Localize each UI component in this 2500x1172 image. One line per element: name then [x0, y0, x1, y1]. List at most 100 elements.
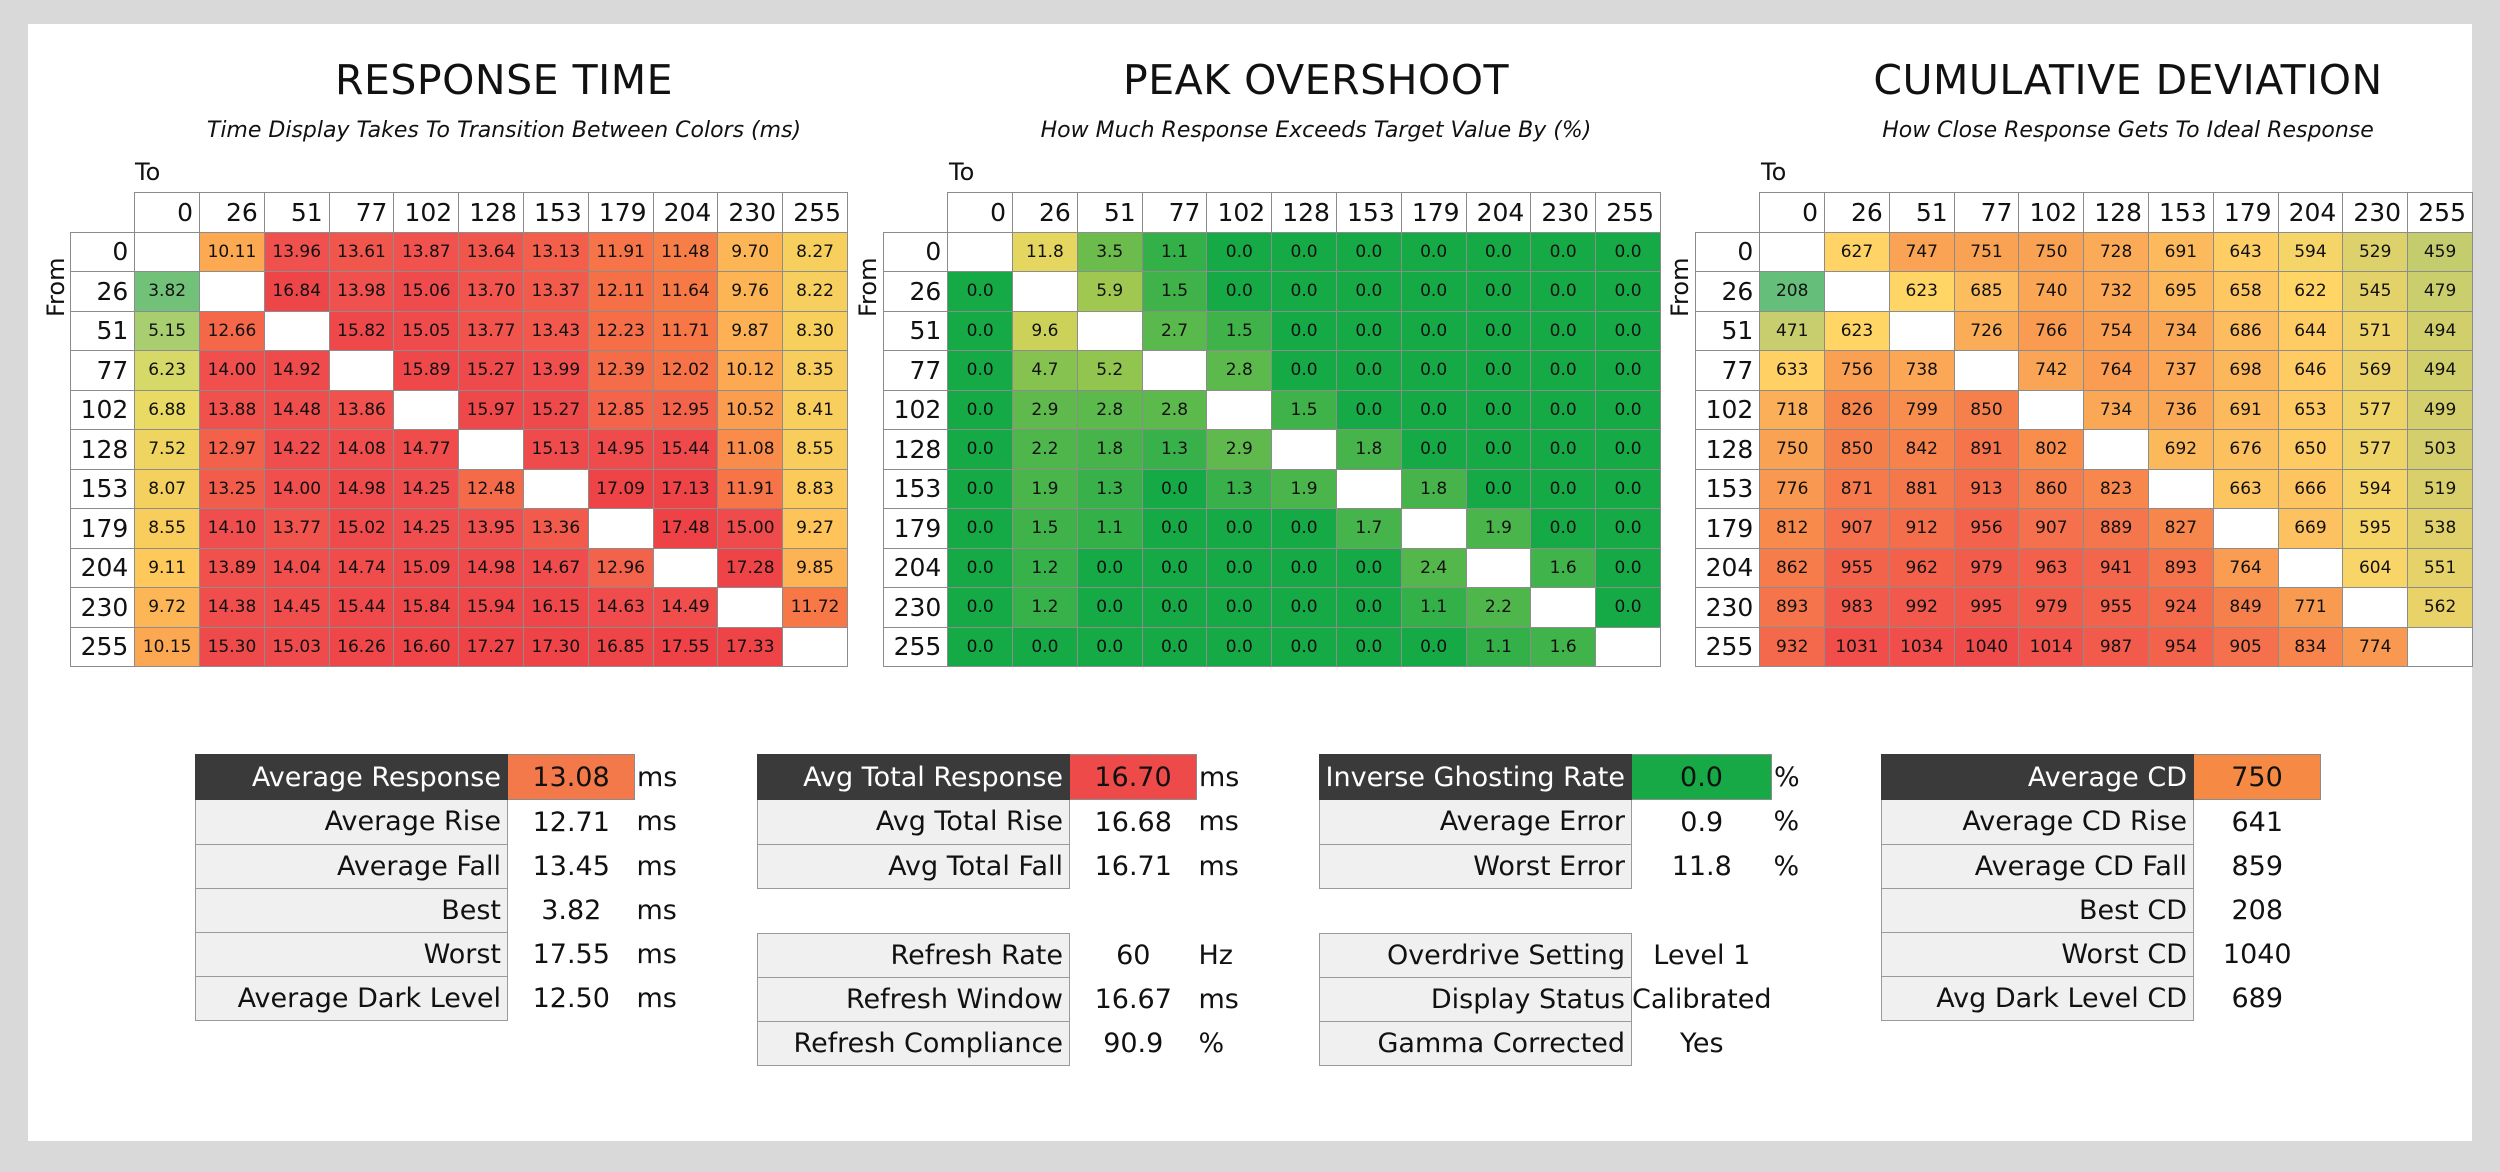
heatmap-cell: 826	[1824, 389, 1890, 430]
heatmap-cell: 8.41	[782, 389, 848, 430]
heatmap-cell: 12.39	[587, 350, 654, 391]
heatmap-cell: 686	[2212, 310, 2279, 351]
heatmap-cell: 545	[2342, 271, 2409, 312]
from-header-0: 0	[882, 231, 949, 272]
heatmap-cell: 0.0	[1530, 389, 1597, 430]
stat-label: Avg Dark Level CD	[1881, 975, 2194, 1021]
heatmap-cell: 14.92	[263, 350, 330, 391]
stat-label: Inverse Ghosting Rate	[1319, 754, 1632, 800]
stat-label: Best	[195, 887, 508, 933]
heatmap-cell: 14.25	[393, 508, 460, 549]
heatmap-cell-empty	[263, 310, 330, 351]
heatmap-cell: 10.11	[199, 231, 265, 272]
heatmap-cell: 0.0	[1271, 350, 1337, 391]
heatmap-cell: 774	[2342, 626, 2409, 667]
heatmap-cell: 0.0	[1335, 350, 1402, 391]
heatmap-cell: 1.1	[1465, 626, 1532, 667]
heatmap-cell: 0.0	[947, 508, 1014, 549]
heatmap-cell: 633	[1759, 350, 1826, 391]
heatmap-row: 77 0.0 4.7 5.2 2.8 0.0 0.0 0.0 0.0 0.0 0.0	[882, 350, 1661, 391]
heatmap-cell: 0.0	[1012, 626, 1078, 667]
heatmap-cell: 995	[1953, 587, 2020, 628]
heatmap-cell: 0.0	[1400, 310, 1467, 351]
stat-row: Average Dark Level 12.50 ms	[195, 975, 698, 1021]
heatmap-cell: 15.44	[652, 429, 719, 470]
heatmap-cell: 17.33	[717, 626, 784, 667]
heatmap-cell: 0.0	[1595, 271, 1661, 312]
heatmap-cell: 13.70	[458, 271, 524, 312]
from-header-128: 128	[1694, 429, 1761, 470]
heatmap-cell: 736	[2147, 389, 2214, 430]
heatmap-cell: 17.55	[652, 626, 719, 667]
heatmap-cell: 728	[2083, 231, 2149, 272]
heatmap-cell: 13.43	[522, 310, 589, 351]
to-header-128: 128	[1271, 192, 1337, 233]
heatmap-cell: 17.09	[587, 468, 654, 509]
stat-value: 17.55	[532, 938, 610, 970]
from-header-102: 102	[69, 389, 136, 430]
heatmap-cell-empty	[393, 389, 460, 430]
to-header-102: 102	[2018, 192, 2085, 233]
heatmap-cell: 494	[2407, 310, 2473, 351]
stat-label: Average CD Rise	[1881, 799, 2194, 845]
heatmap-cell: 764	[2083, 350, 2149, 391]
heatmap-cell: 13.64	[458, 231, 524, 272]
heatmap-row: 0 11.8 3.5 1.1 0.0 0.0 0.0 0.0 0.0 0.0 0.0	[882, 231, 1661, 272]
to-header-0: 0	[134, 192, 201, 233]
to-header-204: 204	[1465, 192, 1532, 233]
heatmap-cell: 849	[2212, 587, 2279, 628]
heatmap-cell: 6.23	[134, 350, 201, 391]
stat-label: Overdrive Setting	[1319, 932, 1632, 978]
heatmap-cell-empty	[2212, 508, 2279, 549]
heatmap-cell: 827	[2147, 508, 2214, 549]
heatmap-cell: 0.0	[1271, 271, 1337, 312]
heatmap-cell-empty	[2342, 587, 2409, 628]
to-header-153: 153	[1335, 192, 1402, 233]
cumulative-deviation-stats-table: Average CD 750 Average CD Rise 641 Average C…	[1881, 754, 2384, 1021]
stat-value: 13.08	[507, 754, 635, 800]
heatmap-cell: 13.88	[199, 389, 265, 430]
heatmap-cell: 737	[2147, 350, 2214, 391]
heatmap-cell: 5.15	[134, 310, 201, 351]
heatmap-cell: 0.0	[1271, 626, 1337, 667]
stat-value: 13.45	[532, 850, 610, 882]
heatmap-row: 230 0.0 1.2 0.0 0.0 0.0 0.0 0.0 1.1 2.2 0.0	[882, 587, 1661, 628]
heatmap-cell: 14.25	[393, 468, 460, 509]
heatmap-cell-empty	[1012, 271, 1078, 312]
heatmap-cell: 0.0	[1595, 310, 1661, 351]
to-header-230: 230	[2342, 192, 2409, 233]
heatmap-row: 204 0.0 1.2 0.0 0.0 0.0 0.0 0.0 2.4 1.6 0.0	[882, 547, 1661, 588]
heatmap-cell-empty	[1888, 310, 1955, 351]
heatmap-cell: 756	[1824, 350, 1890, 391]
heatmap-cell: 963	[2018, 547, 2085, 588]
heatmap-cell: 0.0	[1206, 626, 1273, 667]
heatmap-cell: 692	[2147, 429, 2214, 470]
stat-value: Yes	[1679, 1027, 1724, 1059]
heatmap-cell: 459	[2407, 231, 2473, 272]
heatmap-cell: 15.27	[458, 350, 524, 391]
heatmap-cell: 2.9	[1206, 429, 1273, 470]
heatmap-cell-empty	[1400, 508, 1467, 549]
heatmap-cell-empty	[134, 231, 201, 272]
heatmap-row: 51 471 623 726 766 754 734 686 644 571 494	[1694, 310, 2473, 351]
heatmap-cell: 0.0	[1271, 547, 1337, 588]
heatmap-cell: 16.15	[522, 587, 589, 628]
stat-value: 16.71	[1094, 850, 1172, 882]
heatmap-cell: 562	[2407, 587, 2473, 628]
stat-value: 750	[2193, 754, 2321, 800]
stat-value: 12.71	[532, 806, 610, 838]
heatmap-cell: 538	[2407, 508, 2473, 549]
heatmap-cell-empty	[2083, 429, 2149, 470]
heatmap-cell: 15.03	[263, 626, 330, 667]
heatmap-cell: 519	[2407, 468, 2473, 509]
heatmap-cell: 0.0	[1076, 626, 1143, 667]
heatmap-cell: 13.95	[458, 508, 524, 549]
from-header-255: 255	[69, 626, 136, 667]
heatmap-corner	[1696, 193, 1760, 233]
stat-label: Worst CD	[1881, 931, 2194, 977]
heatmap-cell: 0.0	[1530, 429, 1597, 470]
to-header-179: 179	[1400, 192, 1467, 233]
stat-unit: Hz	[1198, 939, 1233, 971]
heatmap-cell: 750	[1759, 429, 1826, 470]
heatmap-cell: 0.0	[947, 587, 1014, 628]
